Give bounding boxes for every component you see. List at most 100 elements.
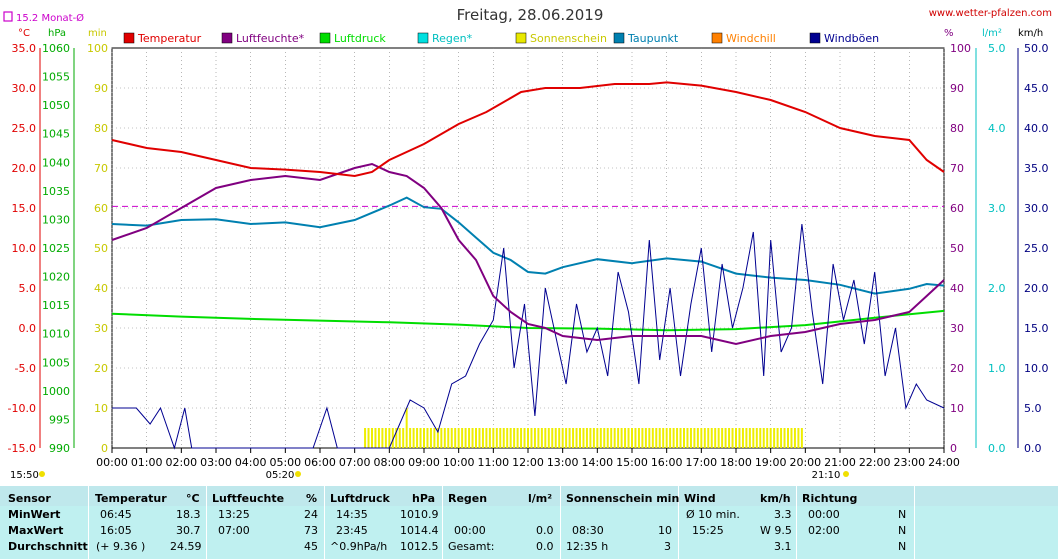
legend-label: Windböen — [824, 32, 879, 45]
time-tick-label: 24:00 — [928, 456, 960, 469]
pressure-tick-label: 1015 — [42, 299, 70, 312]
legend-label: Taupunkt — [627, 32, 679, 45]
col-humidity-unit: % — [306, 492, 317, 505]
min-temp-time: 06:45 — [100, 508, 132, 521]
max-hum-time: 07:00 — [218, 524, 250, 537]
sunshine-tick-label: 90 — [94, 82, 108, 95]
legend-swatch — [516, 33, 526, 43]
time-tick-label: 02:00 — [165, 456, 197, 469]
pressure-tick-label: 1035 — [42, 185, 70, 198]
pressure-tick-label: 1040 — [42, 156, 70, 169]
max-press: 1014.4 — [400, 524, 439, 537]
pressure-tick-label: 1050 — [42, 99, 70, 112]
pressure-tick-label: 1020 — [42, 271, 70, 284]
sunrise-time: 05:20 — [266, 470, 295, 481]
max-sun-time: 08:30 — [572, 524, 604, 537]
col-wind: Wind — [684, 492, 716, 505]
legend-swatch — [712, 33, 722, 43]
min-press-time: 14:35 — [336, 508, 368, 521]
pressure-tick-label: 1010 — [42, 328, 70, 341]
col-rain-unit: l/m² — [528, 492, 552, 505]
sunshine-tick-label: 60 — [94, 202, 108, 215]
time-tick-label: 19:00 — [755, 456, 787, 469]
avg-press: 1012.5 — [400, 540, 439, 553]
legend-swatch — [124, 33, 134, 43]
pressure-tick-label: 1030 — [42, 213, 70, 226]
avg-hum: 45 — [304, 540, 318, 553]
unit-humidity: % — [944, 28, 954, 39]
wind-tick-label: 0.0 — [1024, 442, 1042, 455]
temp-tick-label: 20.0 — [12, 162, 37, 175]
wind-tick-label: 35.0 — [1024, 162, 1049, 175]
row-min-label: MinWert — [8, 508, 60, 521]
time-tick-label: 03:00 — [200, 456, 232, 469]
sunshine-tick-label: 100 — [87, 42, 108, 55]
sunshine-tick-label: 40 — [94, 282, 108, 295]
col-sensor: Sensor — [8, 492, 51, 505]
dir-time-0: 00:00 — [808, 508, 840, 521]
max-temp: 30.7 — [176, 524, 201, 537]
press-trend: ^0.9hPa/h — [330, 540, 387, 553]
wind-avg-label: Ø 10 min. — [686, 508, 740, 521]
wind-tick-label: 25.0 — [1024, 242, 1049, 255]
rain-tick-label: 2.0 — [988, 282, 1006, 295]
dir-1: N — [898, 524, 906, 537]
update-time: 15:50 — [10, 470, 39, 481]
time-tick-label: 08:00 — [373, 456, 405, 469]
legend-swatch — [614, 33, 624, 43]
max-press-time: 23:45 — [336, 524, 368, 537]
temp-tick-label: -10.0 — [8, 402, 36, 415]
max-rain-time: 00:00 — [454, 524, 486, 537]
time-tick-label: 06:00 — [304, 456, 336, 469]
humidity-tick-label: 40 — [950, 282, 964, 295]
min-hum-time: 13:25 — [218, 508, 250, 521]
statistics-table: Sensor Temperatur °C Luftfeuchte % Luftd… — [0, 486, 1058, 559]
wind-tick-label: 40.0 — [1024, 122, 1049, 135]
time-tick-label: 13:00 — [547, 456, 579, 469]
sunshine-tick-label: 20 — [94, 362, 108, 375]
legend-label: Temperatur — [137, 32, 202, 45]
rain-tick-label: 4.0 — [988, 122, 1006, 135]
temp-tick-label: -15.0 — [8, 442, 36, 455]
legend-swatch — [418, 33, 428, 43]
avg-temp-diff: (+ 9.36 ) — [96, 540, 145, 553]
dir-time-1: 02:00 — [808, 524, 840, 537]
time-tick-label: 00:00 — [96, 456, 128, 469]
legend-swatch — [810, 33, 820, 43]
sunrise-icon — [295, 471, 301, 477]
site-url[interactable]: www.wetter-pfalzen.com — [929, 8, 1052, 19]
time-tick-label: 15:00 — [616, 456, 648, 469]
min-temp: 18.3 — [176, 508, 201, 521]
temp-tick-label: 25.0 — [12, 122, 37, 135]
min-hum: 24 — [304, 508, 318, 521]
temp-tick-label: 5.0 — [19, 282, 37, 295]
rain-tick-label: 1.0 — [988, 362, 1006, 375]
pressure-tick-label: 1055 — [42, 71, 70, 84]
chart-title: Freitag, 28.06.2019 — [457, 6, 604, 24]
humidity-tick-label: 10 — [950, 402, 964, 415]
col-temperature: Temperatur — [95, 492, 167, 505]
sunset-time: 21:10 — [812, 470, 841, 481]
avg-temp: 24.59 — [170, 540, 202, 553]
sunset-icon — [843, 471, 849, 477]
dir-2: N — [898, 540, 906, 553]
time-tick-label: 14:00 — [581, 456, 613, 469]
humidity-tick-label: 20 — [950, 362, 964, 375]
wind-max: W 9.5 — [760, 524, 792, 537]
wind-tick-label: 5.0 — [1024, 402, 1042, 415]
wind-tick-label: 30.0 — [1024, 202, 1049, 215]
legend-label: Regen* — [432, 32, 473, 45]
sun-total-time: 12:35 h — [566, 540, 608, 553]
legend-label: Sonnenschein — [530, 32, 607, 45]
humidity-tick-label: 60 — [950, 202, 964, 215]
humidity-tick-label: 70 — [950, 162, 964, 175]
sunshine-tick-label: 30 — [94, 322, 108, 335]
wind-avg: 3.3 — [774, 508, 792, 521]
time-tick-label: 23:00 — [893, 456, 925, 469]
wind-day-avg: 3.1 — [774, 540, 792, 553]
col-pressure: Luftdruck — [330, 492, 390, 505]
pressure-tick-label: 1025 — [42, 242, 70, 255]
humidity-tick-label: 80 — [950, 122, 964, 135]
time-tick-label: 16:00 — [651, 456, 683, 469]
time-tick-label: 17:00 — [685, 456, 717, 469]
